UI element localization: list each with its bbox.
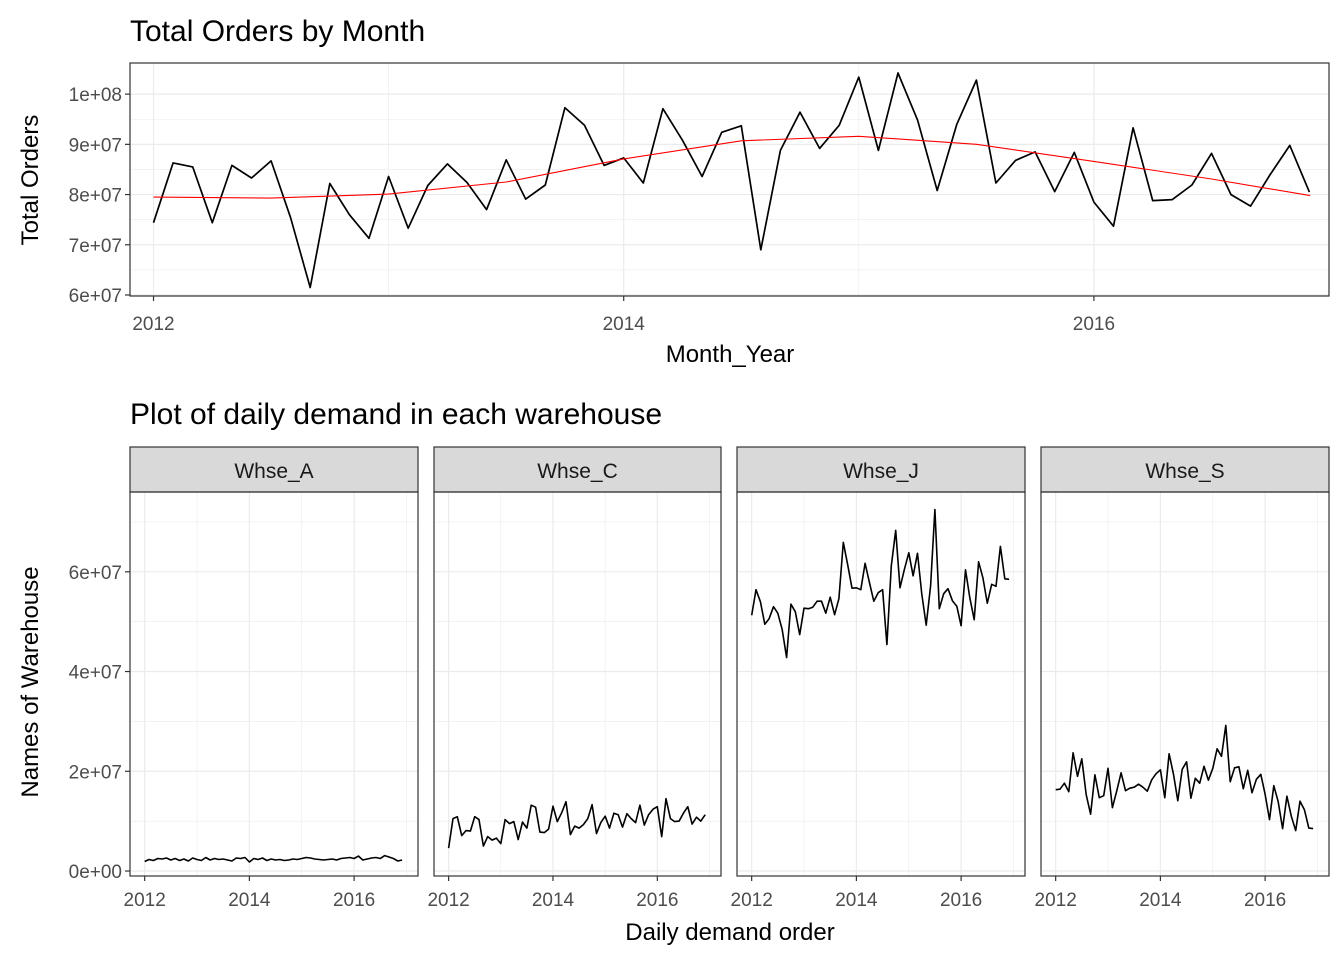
facet-panel-border	[129, 491, 419, 877]
chart2-x-tick-label: 2014	[228, 890, 271, 911]
chart2-title: Plot of daily demand in each warehouse	[130, 398, 662, 431]
chart2-panel-frames: Whse_A Whse_C Whse_J Whse_S	[129, 446, 1330, 877]
facet-strip	[736, 446, 1026, 493]
chart2-ylabel: Names of Warehouse	[17, 566, 44, 797]
chart1-grid	[130, 63, 1329, 296]
chart1-series-line	[152, 72, 1311, 289]
chart2-y-tick-label: 4e+07	[69, 663, 122, 684]
chart2-x-tick-label: 2016	[636, 890, 678, 911]
chart1-panel-border	[129, 62, 1330, 297]
chart1-y-tick-label: 6e+07	[69, 286, 122, 307]
facet-strip-label: Whse_A	[234, 460, 313, 483]
chart2-lines	[144, 508, 1314, 863]
chart2-x-tick-label: 2014	[1139, 890, 1182, 911]
chart2-y-tick-label: 2e+07	[69, 762, 122, 783]
chart1-y-tick-label: 9e+07	[69, 135, 122, 156]
chart2-xlabel: Daily demand order	[625, 919, 834, 946]
facet-strip	[129, 446, 419, 493]
facet-strip-label: Whse_C	[537, 460, 618, 483]
facet-strip-label: Whse_J	[843, 460, 919, 483]
chart1-x-tick-label: 2012	[132, 314, 174, 335]
chart2-x-tick-label: 2014	[835, 890, 878, 911]
chart1-y-tick-label: 1e+08	[69, 85, 122, 106]
chart1-ticks: 2012 2014 2016 6e+07 7e+07 8e+07 9e+07 1e+08	[69, 85, 1115, 335]
chart2-x-tick-label: 2012	[427, 890, 469, 911]
chart2-series-line-whse-j	[750, 508, 1010, 659]
chart2-x-tick-label: 2016	[1244, 890, 1286, 911]
chart2-x-tick-label: 2014	[532, 890, 575, 911]
facet-strip	[1040, 446, 1330, 493]
facet-strip-label: Whse_S	[1145, 460, 1224, 483]
chart1-smooth-line	[153, 135, 1311, 199]
chart2-y-tick-label: 0e+00	[69, 862, 122, 883]
facet-panel-border	[736, 491, 1026, 877]
chart2-ticks: 0e+00 2e+07 4e+07 6e+07 2012 2014 2016 2012 2014…	[69, 563, 1287, 911]
chart2-x-tick-label: 2016	[333, 890, 375, 911]
chart1-y-tick-label: 7e+07	[69, 236, 122, 257]
facet-panel-border	[433, 491, 722, 877]
chart2-x-tick-label: 2012	[731, 890, 773, 911]
chart2-x-tick-label: 2016	[940, 890, 982, 911]
chart1-y-tick-label: 8e+07	[69, 186, 122, 207]
chart1-lines	[152, 72, 1311, 289]
chart2-series-line-whse-c	[447, 797, 706, 849]
chart2-grid	[130, 492, 1329, 876]
facet-panel-border	[1040, 491, 1330, 877]
chart1-ylabel: Total Orders	[17, 115, 44, 246]
facet-strip	[433, 446, 722, 493]
chart1-x-tick-label: 2016	[1073, 314, 1115, 335]
chart2-series-line-whse-a	[144, 854, 403, 863]
chart2-x-tick-label: 2012	[1035, 890, 1077, 911]
chart2-x-tick-label: 2012	[124, 890, 166, 911]
chart1-title: Total Orders by Month	[130, 15, 425, 48]
chart1-xlabel: Month_Year	[666, 341, 795, 368]
chart1-x-tick-label: 2014	[603, 314, 646, 335]
chart2-y-tick-label: 6e+07	[69, 563, 122, 584]
chart2-series-line-whse-s	[1055, 724, 1314, 832]
